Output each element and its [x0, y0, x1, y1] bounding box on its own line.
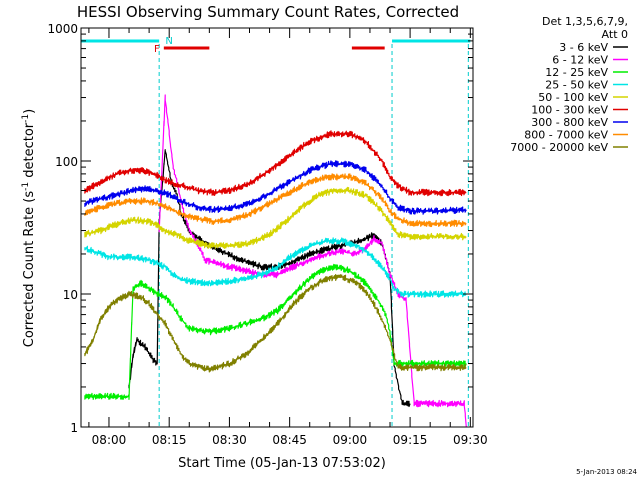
- series-line-800-7000-kev: [84, 173, 467, 228]
- series-line-3-6-kev: [128, 149, 411, 408]
- flare-flag-label: F: [154, 44, 160, 55]
- series-line-25-50-kev: [84, 237, 467, 298]
- x-tick-label-0915: 09:15: [393, 433, 428, 447]
- y-axis-label-main: Corrected Count Rate (s: [22, 191, 37, 348]
- y-tick-label-10: 10: [63, 288, 78, 302]
- x-tick-label-0845: 08:45: [272, 433, 307, 447]
- axis-ticks: 1 10 100 1000 08:00 08:15 08:30 08:45 09:00 09:15…: [47, 22, 487, 447]
- legend-label-6-12-kev: 6 - 12 keV: [552, 54, 608, 67]
- y-tick-label-100: 100: [55, 155, 78, 169]
- series-line-300-800-kev: [84, 160, 467, 215]
- x-tick-label-0800: 08:00: [92, 433, 127, 447]
- legend-label-3-6-kev: 3 - 6 keV: [559, 41, 608, 54]
- series-line-50-100-kev: [84, 186, 467, 249]
- legend-label-50-100-kev: 50 - 100 keV: [538, 91, 608, 104]
- y-tick-label-1000: 1000: [47, 22, 78, 36]
- legend-header-line-1: Det 1,3,5,6,7,9,: [542, 15, 628, 28]
- y-axis-label-detector: detector: [22, 122, 37, 182]
- chart-title: HESSI Observing Summary Count Rates, Cor…: [77, 3, 459, 21]
- plot-frame: [80, 27, 474, 428]
- legend-label-300-800-kev: 300 - 800 keV: [531, 116, 608, 129]
- x-tick-label-0930: 09:30: [453, 433, 488, 447]
- legend-label-100-300-kev: 100 - 300 keV: [531, 104, 608, 117]
- legend-label-25-50-kev: 25 - 50 keV: [545, 79, 608, 92]
- x-axis-label: Start Time (05-Jan-13 07:53:02): [178, 456, 386, 471]
- generation-timestamp: 5-Jan-2013 08:24: [576, 468, 637, 476]
- night-flag-label: N: [165, 36, 172, 47]
- series-line-7000-20000-kev: [84, 274, 467, 373]
- legend-label-800-7000-kev: 800 - 7000 keV: [524, 129, 608, 142]
- y-axis-label-exponent-2: -1: [21, 114, 31, 123]
- y-axis-label: Corrected Count Rate (s-1 detector-1): [21, 109, 37, 347]
- series-line-6-12-kev: [158, 94, 467, 428]
- legend-label-12-25-kev: 12 - 25 keV: [545, 66, 608, 79]
- y-tick-label-1: 1: [70, 421, 78, 435]
- x-tick-label-0900: 09:00: [333, 433, 368, 447]
- legend-label-7000-20000-kev: 7000 - 20000 keV: [510, 141, 608, 154]
- y-axis-label-close: ): [22, 109, 37, 114]
- legend-header-line-2: Att 0: [602, 28, 628, 41]
- x-tick-label-0815: 08:15: [152, 433, 187, 447]
- x-tick-label-0830: 08:30: [212, 433, 247, 447]
- series-line-100-300-kev: [84, 130, 467, 197]
- series-line-12-25-kev: [84, 263, 467, 400]
- y-axis-label-exponent-1: -1: [21, 182, 31, 191]
- plot-area: FN: [81, 36, 471, 428]
